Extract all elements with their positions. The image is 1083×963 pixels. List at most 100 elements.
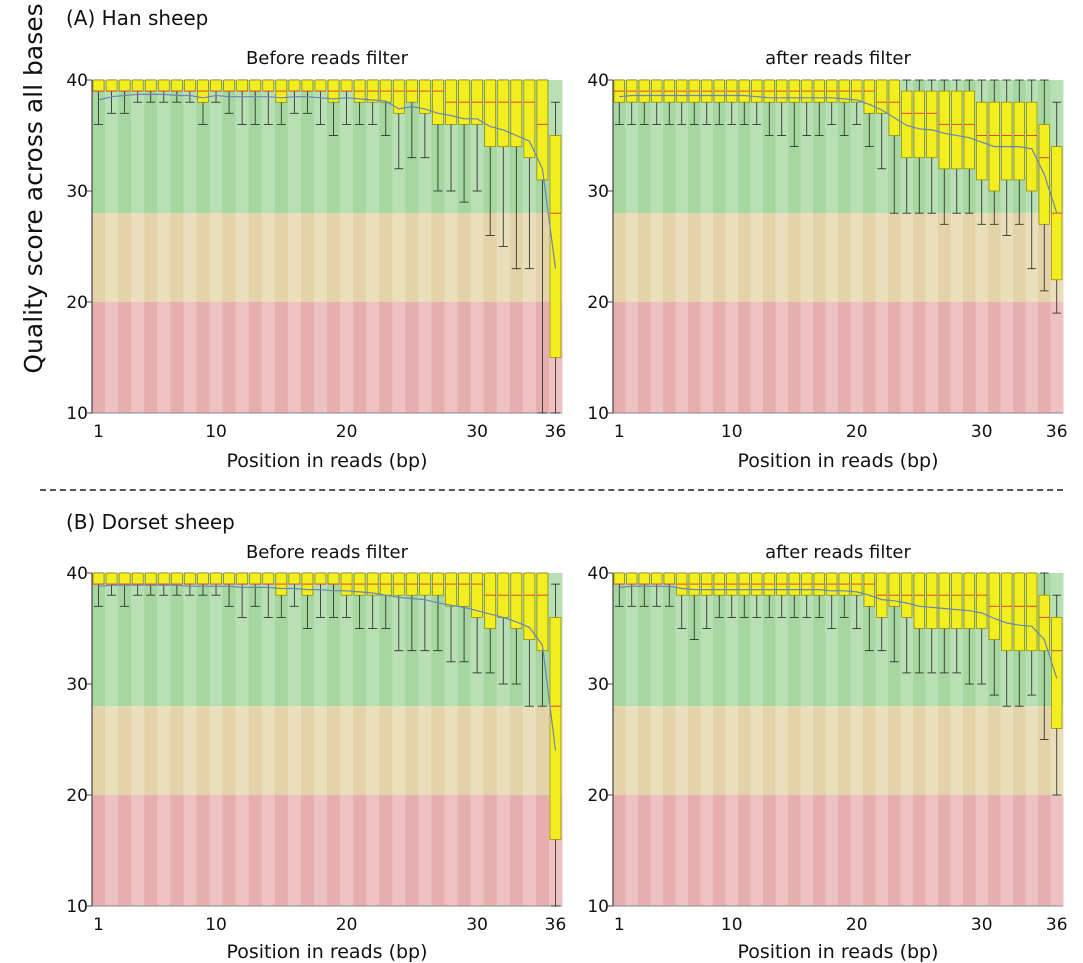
panel-title: Before reads filter	[246, 542, 409, 563]
x-tick-label: 10	[205, 422, 227, 442]
box	[1001, 101, 1013, 181]
zone-mid-stripe	[144, 213, 158, 302]
zone-mid-stripe	[875, 706, 889, 795]
box	[92, 79, 105, 92]
box	[445, 572, 457, 607]
box	[863, 572, 875, 607]
zone-bad-stripe	[209, 795, 224, 906]
box	[651, 572, 663, 585]
zone-bad-stripe	[118, 795, 132, 906]
zone-mid-stripe	[650, 706, 664, 795]
box	[340, 79, 353, 92]
zone-bad-stripe	[92, 795, 106, 906]
zone-mid-stripe	[888, 706, 901, 795]
zone-bad-stripe	[300, 795, 315, 906]
zone-bad-stripe	[274, 302, 289, 413]
zone-good-stripe	[700, 80, 714, 214]
zone-bad-stripe	[850, 302, 864, 413]
zone-bad-stripe	[379, 302, 393, 413]
box	[926, 90, 938, 159]
zone-bad-stripe	[775, 302, 789, 413]
zone-bad-stripe	[353, 302, 367, 413]
box	[314, 79, 327, 92]
zone-mid-stripe	[688, 706, 701, 795]
box	[210, 572, 222, 585]
zone-bad-stripe	[838, 795, 851, 906]
mean-line	[98, 93, 557, 269]
box	[171, 79, 183, 92]
zone-bad-stripe	[613, 302, 626, 413]
zone-mid-stripe	[988, 213, 1001, 302]
zone-mid-stripe	[235, 213, 250, 302]
zone-mid-stripe	[313, 213, 328, 302]
box	[638, 572, 650, 585]
zone-mid-stripe	[663, 213, 676, 302]
zone-good-stripe	[131, 573, 145, 707]
zone-bad-stripe	[738, 302, 751, 413]
zone-mid-stripe	[366, 213, 380, 302]
zone-mid-stripe	[366, 706, 380, 795]
zone-bad-stripe	[457, 302, 472, 413]
zone-good-stripe	[625, 80, 639, 214]
zone-mid-stripe	[431, 213, 445, 302]
zone-good-stripe	[235, 573, 250, 707]
zone-bad-stripe	[118, 302, 132, 413]
zone-bad-stripe	[235, 302, 250, 413]
zone-mid-stripe	[118, 706, 132, 795]
zone-bad-stripe	[838, 302, 851, 413]
zone-mid-stripe	[327, 706, 341, 795]
zone-bad-stripe	[888, 795, 901, 906]
box	[536, 572, 549, 652]
zone-good-stripe	[775, 80, 789, 214]
x-tick-label: 10	[721, 422, 743, 442]
zone-mid-stripe	[405, 213, 419, 302]
panel-title: after reads filter	[765, 48, 911, 69]
zone-mid-stripe	[725, 213, 739, 302]
zone-bad-stripe	[457, 795, 472, 906]
zone-good-stripe	[209, 80, 224, 214]
box	[1038, 594, 1050, 652]
x-tick-label: 1	[614, 422, 625, 442]
zone-good-stripe	[800, 80, 814, 214]
box	[510, 572, 523, 629]
zone-bad-stripe	[157, 795, 171, 906]
box	[223, 572, 235, 585]
zone-bad-stripe	[327, 302, 341, 413]
zone-mid-stripe	[800, 706, 814, 795]
zone-good-stripe	[638, 80, 651, 214]
section-label-dorset-sheep: (B) Dorset sheep	[66, 510, 235, 534]
zone-good-stripe	[300, 573, 315, 707]
zone-mid-stripe	[888, 213, 901, 302]
zone-mid-stripe	[875, 213, 889, 302]
x-tick-label: 30	[971, 915, 993, 935]
zone-mid-stripe	[392, 213, 406, 302]
zone-mid-stripe	[470, 706, 485, 795]
zone-bad-stripe	[625, 302, 639, 413]
zone-bad-stripe	[509, 302, 524, 413]
zone-mid-stripe	[379, 213, 393, 302]
box	[249, 79, 262, 92]
zone-mid-stripe	[431, 706, 445, 795]
zone-good-stripe	[274, 573, 289, 707]
zone-mid-stripe	[418, 213, 432, 302]
y-tick-label: 10	[66, 897, 88, 917]
zone-good-stripe	[675, 80, 689, 214]
zone-bad-stripe	[988, 795, 1001, 906]
zone-mid-stripe	[675, 706, 689, 795]
zone-mid-stripe	[379, 706, 393, 795]
box	[549, 135, 562, 358]
zone-mid-stripe	[118, 213, 132, 302]
x-axis-label: Position in reads (bp)	[226, 941, 427, 963]
zone-mid-stripe	[157, 706, 171, 795]
zone-mid-stripe	[300, 706, 315, 795]
box	[963, 90, 975, 170]
zone-mid-stripe	[638, 706, 651, 795]
zone-bad-stripe	[925, 302, 939, 413]
zone-good-stripe	[261, 80, 276, 214]
zone-good-stripe	[788, 573, 801, 707]
zone-bad-stripe	[688, 302, 701, 413]
zone-good-stripe	[675, 573, 689, 707]
zone-bad-stripe	[988, 302, 1001, 413]
